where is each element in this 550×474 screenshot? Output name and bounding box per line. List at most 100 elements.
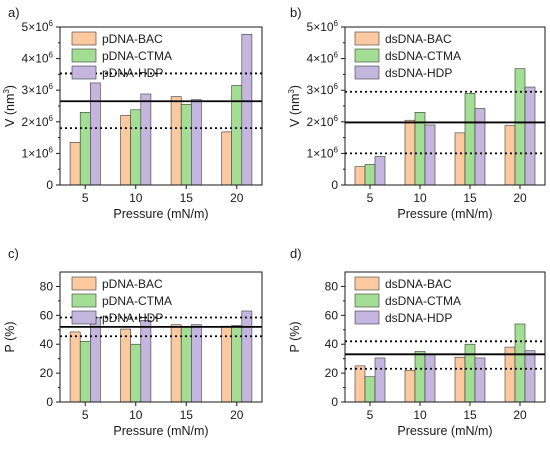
legend: dsDNA-BAC dsDNA-CTMA dsDNA-HDP bbox=[354, 276, 461, 325]
bar bbox=[374, 357, 386, 403]
bar bbox=[374, 156, 386, 186]
x-axis-title: Pressure (mN/m) bbox=[113, 207, 208, 221]
y-tick-label: 1×106 bbox=[307, 145, 339, 160]
y-tick-label: 40 bbox=[40, 337, 54, 351]
axes-frame bbox=[59, 26, 263, 186]
y-tick-label-exponent: 6 bbox=[49, 145, 54, 154]
y-axis-title: V (nm3) bbox=[2, 85, 17, 127]
x-tick-label: 5 bbox=[82, 191, 89, 205]
x-axis-title: Pressure (mN/m) bbox=[397, 424, 492, 438]
bar bbox=[180, 326, 192, 403]
legend-swatch bbox=[71, 276, 97, 291]
bar bbox=[364, 376, 376, 403]
legend-label: dsDNA-CTMA bbox=[385, 294, 461, 308]
x-tick-label: 20 bbox=[230, 408, 244, 422]
y-tick-label-base: 1×10 bbox=[22, 146, 49, 160]
axes-frame bbox=[344, 26, 546, 186]
y-tick-label-base: 80 bbox=[40, 279, 54, 293]
bar bbox=[120, 115, 131, 186]
y-tick-label: 20 bbox=[325, 366, 339, 380]
legend-swatch bbox=[71, 310, 97, 325]
y-tick-label: 4×106 bbox=[307, 51, 339, 66]
legend-swatch bbox=[354, 48, 380, 63]
bar bbox=[474, 357, 486, 403]
legend-label: pDNA-CTMA bbox=[102, 49, 172, 63]
x-axis-title: Pressure (mN/m) bbox=[397, 207, 492, 221]
bar bbox=[454, 132, 466, 186]
bar bbox=[524, 350, 536, 403]
y-tick-label-base: 5×10 bbox=[307, 20, 334, 34]
bar bbox=[514, 323, 526, 403]
y-axis-title-main: P (%) bbox=[3, 321, 17, 352]
bar bbox=[364, 164, 376, 186]
legend-label: pDNA-HDP bbox=[102, 311, 163, 325]
bar bbox=[79, 112, 91, 186]
y-tick-label: 20 bbox=[40, 366, 54, 380]
bar bbox=[354, 166, 366, 186]
bar bbox=[241, 310, 253, 403]
x-tick-label: 5 bbox=[367, 408, 374, 422]
y-tick-label-base: 60 bbox=[40, 308, 54, 322]
y-tick-label-base: 80 bbox=[325, 279, 339, 293]
x-tick-label: 20 bbox=[513, 408, 527, 422]
y-axis-title: V (nm3) bbox=[287, 85, 302, 127]
legend: dsDNA-BAC dsDNA-CTMA dsDNA-HDP bbox=[354, 31, 461, 80]
y-tick-label-exponent: 6 bbox=[49, 51, 54, 60]
legend-swatch bbox=[71, 65, 97, 80]
legend: pDNA-BAC pDNA-CTMA pDNA-HDP bbox=[71, 31, 172, 80]
x-axis-title: Pressure (mN/m) bbox=[113, 424, 208, 438]
x-tick-label: 10 bbox=[413, 191, 427, 205]
x-tick-label: 10 bbox=[129, 408, 143, 422]
y-tick-label-exponent: 6 bbox=[334, 82, 339, 91]
bar bbox=[464, 343, 476, 403]
y-tick-label-base: 40 bbox=[325, 337, 339, 351]
x-tick-label: 10 bbox=[129, 191, 143, 205]
legend-label: dsDNA-CTMA bbox=[385, 49, 461, 63]
x-tick-label: 10 bbox=[413, 408, 427, 422]
legend-swatch bbox=[354, 31, 380, 46]
panel-label: a) bbox=[8, 5, 20, 20]
bar bbox=[221, 131, 233, 186]
bar bbox=[354, 365, 366, 403]
chart-panel: c) 0 20 40 60 80 5 10 15 20 Pressure (mN/m) P (%) pD… bbox=[3, 246, 263, 438]
y-tick-label-base: 2×10 bbox=[22, 115, 49, 129]
chart-panel: d) 0 20 40 60 80 5 10 15 20 Pressure (mN/m) P (%) ds… bbox=[288, 246, 546, 438]
panel-label: c) bbox=[8, 246, 19, 261]
y-tick-label: 40 bbox=[325, 337, 339, 351]
y-tick-label: 60 bbox=[325, 308, 339, 322]
x-tick-label: 20 bbox=[230, 191, 244, 205]
x-tick-label: 20 bbox=[513, 191, 527, 205]
bar bbox=[504, 346, 516, 403]
bar bbox=[474, 108, 486, 186]
y-tick-label: 2×106 bbox=[22, 114, 54, 129]
bar bbox=[120, 328, 131, 403]
legend-swatch bbox=[71, 293, 97, 308]
bar bbox=[79, 341, 91, 403]
y-axis-title-main: V (nm bbox=[288, 94, 302, 127]
y-tick-label-exponent: 6 bbox=[334, 145, 339, 154]
y-axis-title-end: ) bbox=[3, 85, 17, 89]
y-tick-label-base: 0 bbox=[46, 395, 53, 409]
bar bbox=[130, 109, 142, 186]
bar bbox=[90, 82, 101, 186]
legend-label: dsDNA-HDP bbox=[385, 311, 452, 325]
y-axis-title-main: P (%) bbox=[288, 321, 302, 352]
bar bbox=[424, 124, 436, 186]
bar bbox=[170, 96, 182, 186]
y-axis-title-end: ) bbox=[288, 85, 302, 89]
legend: pDNA-BAC pDNA-CTMA pDNA-HDP bbox=[71, 276, 172, 325]
bar bbox=[514, 68, 526, 186]
legend-label: dsDNA-HDP bbox=[385, 66, 452, 80]
y-axis-title: P (%) bbox=[3, 321, 17, 352]
bar bbox=[524, 86, 536, 186]
x-tick-label: 5 bbox=[367, 191, 374, 205]
bar bbox=[191, 99, 202, 186]
y-tick-label-base: 20 bbox=[40, 366, 54, 380]
y-tick-label: 5×106 bbox=[22, 19, 54, 34]
x-tick-label: 15 bbox=[463, 191, 477, 205]
y-tick-label-base: 3×10 bbox=[22, 83, 49, 97]
bar bbox=[130, 343, 142, 403]
x-tick-label: 15 bbox=[463, 408, 477, 422]
